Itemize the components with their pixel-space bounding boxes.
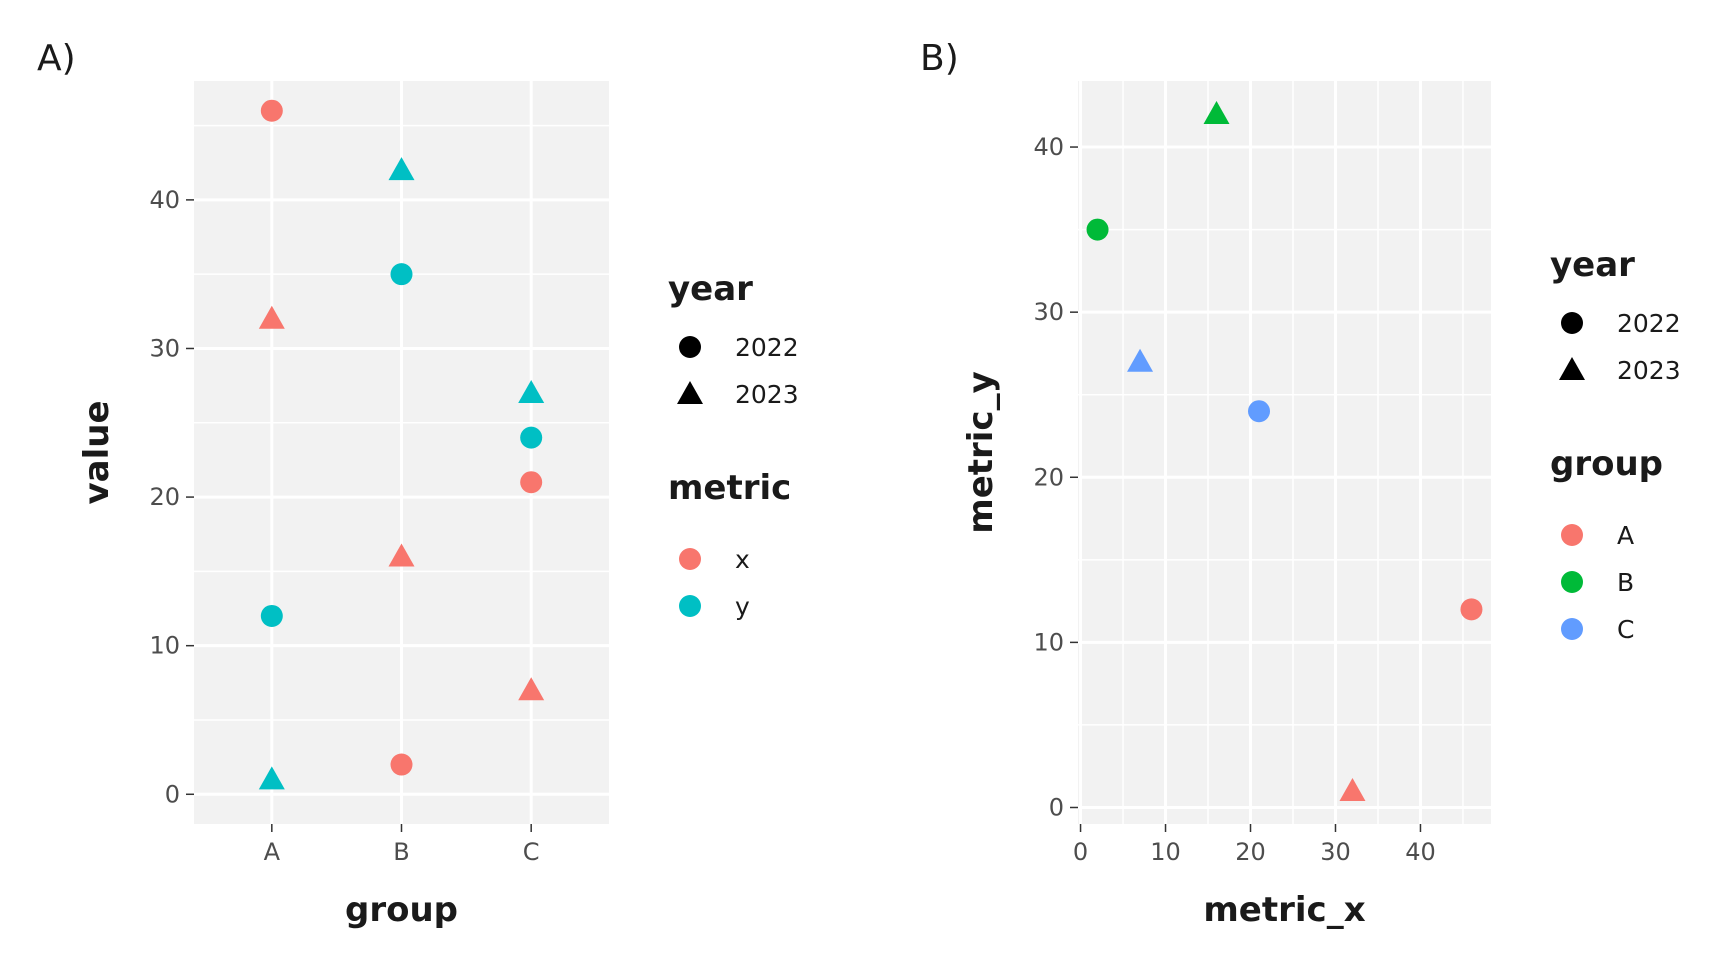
panel-a: A) 0 10 20 30 40 A B C group value year 2022 2023… — [37, 38, 799, 930]
y-tick-label: 40 — [149, 186, 180, 214]
legend-label: C — [1617, 615, 1634, 644]
data-point — [1203, 101, 1230, 125]
data-point — [518, 677, 545, 701]
y-tick-label: 30 — [149, 334, 180, 362]
data-point — [390, 753, 413, 776]
legend-label: 2022 — [1617, 309, 1681, 338]
data-point — [388, 543, 415, 567]
y-tick-label: 10 — [1033, 628, 1064, 656]
panel-b-y-axis-title: metric_y — [961, 371, 1001, 533]
data-point — [1248, 400, 1271, 423]
y-tick-label: 30 — [1033, 298, 1064, 326]
data-point — [1460, 598, 1483, 621]
data-point — [388, 157, 415, 181]
legend-label: 2022 — [735, 333, 799, 362]
x-tick-label: 10 — [1150, 838, 1181, 866]
legend-key-color — [1561, 618, 1583, 640]
legend-label: y — [735, 592, 750, 621]
legend-key-triangle — [677, 381, 703, 404]
legend-key-triangle — [1559, 357, 1585, 380]
y-tick-label: 20 — [149, 483, 180, 511]
legend-label: B — [1617, 568, 1634, 597]
legend-label: 2023 — [1617, 356, 1681, 385]
legend-key-circle — [1561, 312, 1583, 334]
y-tick-label: 20 — [1033, 463, 1064, 491]
legend-key-circle — [679, 336, 701, 358]
data-point — [518, 380, 545, 404]
panel-a-tag: A) — [37, 38, 76, 79]
panel-a-gridlines — [194, 81, 609, 824]
data-point — [258, 305, 285, 329]
data-point — [1086, 218, 1109, 241]
panel-a-legend: year 2022 2023 metric xy — [668, 269, 799, 621]
legend-label: x — [735, 545, 750, 574]
data-point — [1339, 777, 1366, 801]
x-tick-label: C — [523, 838, 540, 866]
data-point — [520, 471, 543, 494]
color-legend-title: group — [1550, 444, 1663, 484]
legend-key-color — [1561, 571, 1583, 593]
panel-b-x-axis-title: metric_x — [1203, 890, 1365, 930]
x-tick-label: 20 — [1235, 838, 1266, 866]
data-point — [260, 604, 283, 627]
panel-b-plot-background — [1078, 81, 1491, 824]
shape-legend-title: year — [668, 269, 753, 309]
data-point — [390, 263, 413, 286]
panel-a-x-axis-title: group — [345, 890, 458, 930]
y-tick-label: 40 — [1033, 133, 1064, 161]
legend-label: A — [1617, 521, 1634, 550]
shape-legend-title: year — [1550, 245, 1635, 285]
x-tick-label: 30 — [1320, 838, 1351, 866]
x-tick-label: A — [264, 838, 281, 866]
y-tick-label: 10 — [149, 632, 180, 660]
data-point — [1127, 348, 1154, 372]
panel-b-ticks: 0 10 20 30 40 0 10 20 30 40 — [1033, 133, 1435, 866]
y-tick-label: 0 — [165, 780, 180, 808]
panel-b-tag: B) — [920, 38, 959, 79]
panel-a-y-axis-title: value — [77, 400, 117, 504]
data-point — [260, 99, 283, 122]
color-legend-title: metric — [668, 468, 791, 508]
panel-a-ticks: 0 10 20 30 40 A B C — [149, 186, 539, 866]
legend-key-color — [679, 548, 701, 570]
x-tick-label: 0 — [1073, 838, 1088, 866]
data-point — [258, 766, 285, 790]
x-tick-label: B — [393, 838, 409, 866]
legend-key-color — [1561, 524, 1583, 546]
x-tick-label: 40 — [1405, 838, 1436, 866]
legend-label: 2023 — [735, 380, 799, 409]
data-point — [520, 426, 543, 449]
panel-a-points — [258, 99, 545, 790]
y-tick-label: 0 — [1049, 793, 1064, 821]
panel-b-legend: year 2022 2023 group ABC — [1550, 245, 1681, 644]
panel-b-points — [1086, 101, 1483, 801]
panel-b-gridlines — [1078, 81, 1491, 824]
legend-key-color — [679, 595, 701, 617]
